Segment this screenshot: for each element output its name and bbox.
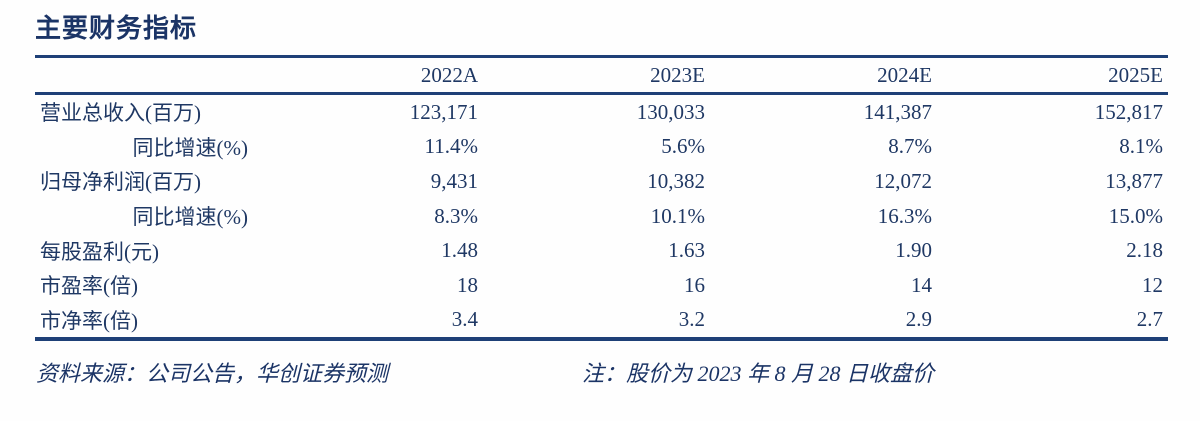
- cell-value: 12,072: [874, 168, 932, 193]
- financial-indicators-table: 2022A 2023E 2024E 2025E 营业总收入(百万) 123,17…: [35, 55, 1168, 342]
- cell-value: 8.7%: [888, 134, 932, 159]
- table-body: 营业总收入(百万) 123,171 130,033 141,387 152,81…: [35, 95, 1168, 342]
- cell-value: 13,877: [1105, 168, 1163, 193]
- price-date-note: 注：股价为 2023 年 8 月 28 日收盘价: [582, 361, 935, 386]
- cell-value: 1.63: [668, 238, 705, 263]
- row-label: 市净率(倍): [40, 308, 138, 333]
- cell-value: 18: [457, 272, 478, 297]
- cell-value: 2.9: [905, 307, 932, 332]
- row-label: 每股盈利(元): [40, 239, 159, 264]
- row-label: 同比增速(%): [132, 135, 248, 160]
- cell-value: 123,171: [409, 99, 478, 124]
- row-label: 归母净利润(百万): [40, 170, 201, 195]
- cell-value: 141,387: [863, 99, 932, 124]
- cell-value: 130,033: [636, 99, 705, 124]
- cell-value: 11.4%: [424, 134, 478, 159]
- cell-value: 16: [684, 272, 705, 297]
- column-header-2023e: 2023E: [650, 62, 705, 87]
- table-row-profit-yoy-growth: 同比增速(%) 8.3% 10.1% 16.3% 15.0%: [35, 199, 1168, 234]
- table-row-pe-ratio: 市盈率(倍) 18 16 14 12: [35, 268, 1168, 303]
- row-label: 同比增速(%): [132, 205, 248, 230]
- cell-value: 10.1%: [650, 203, 705, 228]
- cell-value: 14: [911, 272, 932, 297]
- cell-value: 2.7: [1136, 307, 1163, 332]
- cell-value: 8.3%: [434, 203, 478, 228]
- cell-value: 2.18: [1126, 238, 1163, 263]
- row-label: 市盈率(倍): [40, 274, 138, 299]
- cell-value: 3.2: [678, 307, 705, 332]
- cell-value: 1.90: [895, 238, 932, 263]
- column-header-2025e: 2025E: [1108, 62, 1163, 87]
- cell-value: 3.4: [451, 307, 478, 332]
- table-row-revenue-yoy-growth: 同比增速(%) 11.4% 5.6% 8.7% 8.1%: [35, 130, 1168, 165]
- table-row-total-revenue: 营业总收入(百万) 123,171 130,033 141,387 152,81…: [35, 95, 1168, 130]
- cell-value: 152,817: [1094, 99, 1163, 124]
- table-row-pb-ratio: 市净率(倍) 3.4 3.2 2.9 2.7: [35, 303, 1168, 338]
- column-header-2024e: 2024E: [877, 62, 932, 87]
- cell-value: 5.6%: [661, 134, 705, 159]
- cell-value: 15.0%: [1108, 203, 1163, 228]
- row-label: 营业总收入(百万): [40, 101, 201, 126]
- cell-value: 8.1%: [1119, 134, 1163, 159]
- data-source-note: 资料来源：公司公告，华创证券预测: [36, 361, 389, 386]
- cell-value: 10,382: [647, 168, 705, 193]
- table-row-eps: 每股盈利(元) 1.48 1.63 1.90 2.18: [35, 233, 1168, 268]
- column-header-2022a: 2022A: [420, 62, 478, 87]
- table-header-row: 2022A 2023E 2024E 2025E: [35, 58, 1168, 95]
- table-row-net-profit: 归母净利润(百万) 9,431 10,382 12,072 13,877: [35, 164, 1168, 199]
- cell-value: 1.48: [441, 238, 478, 263]
- page-title: 主要财务指标: [35, 14, 198, 43]
- cell-value: 12: [1142, 272, 1163, 297]
- cell-value: 9,431: [430, 168, 478, 193]
- cell-value: 16.3%: [877, 203, 932, 228]
